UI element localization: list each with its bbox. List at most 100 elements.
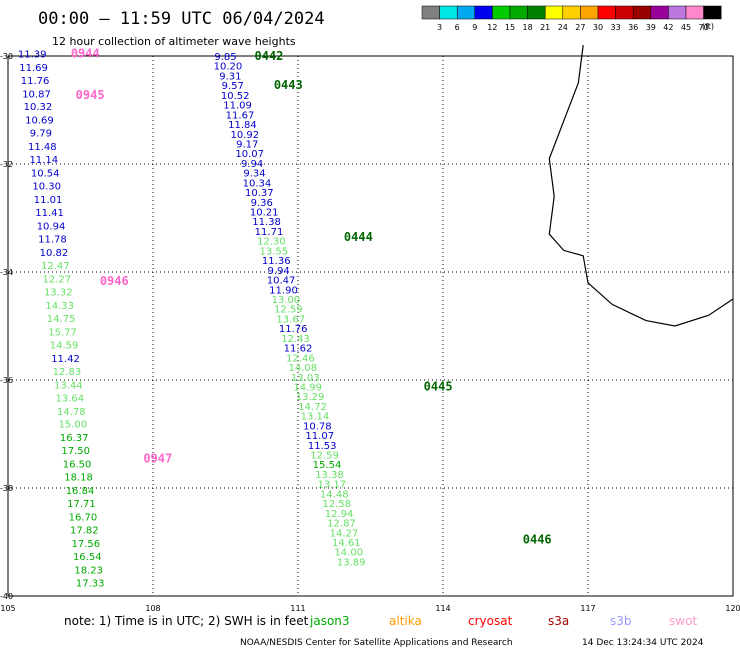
wave-height-value: 12.43 [281,334,310,345]
legend-swatch [580,5,599,20]
lon-tick-label: 120 [725,604,740,613]
wave-height-value: 9.36 [251,198,273,209]
wave-height-value: 11.38 [252,217,281,228]
wave-height-value: 13.32 [44,287,73,298]
legend-swatch [456,5,476,20]
legend-swatch [615,5,634,20]
wave-height-value: 11.78 [38,235,67,246]
legend-label: 9 [472,23,477,32]
wave-height-value: 11.09 [223,101,252,112]
legend-label: 30 [593,23,603,32]
wave-height-value: 11.69 [19,63,48,74]
wave-height-value: 10.94 [37,222,66,233]
wave-height-value: 11.71 [255,227,284,238]
wave-height-value: 13.67 [276,314,305,325]
legend-label: 42 [663,23,673,32]
wave-height-value: 9.17 [236,139,258,150]
wave-height-value: 11.53 [308,441,337,452]
pass-time-label: 0946 [100,274,129,288]
wave-height-value: 11.84 [228,120,257,131]
lon-tick-label: 105 [0,604,15,613]
map-frame [7,55,734,597]
wave-height-value: 11.48 [28,142,57,153]
wave-height-value: 17.71 [67,499,96,510]
legend-swatch [668,5,687,20]
lon-tick-label: 117 [580,604,595,613]
wave-height-value: 16.54 [73,552,102,563]
legend-swatch [650,5,669,20]
legend-label: 27 [575,23,585,32]
wave-height-value: 18.18 [64,473,93,484]
wave-height-value: 10.30 [32,182,61,193]
pass-time-label: 0445 [424,379,453,393]
legend-swatch [562,5,581,20]
wave-height-value: 9.79 [30,129,52,140]
map-grid [8,56,733,596]
wave-height-value: 11.67 [226,110,255,121]
wave-height-value: 11.76 [279,324,308,335]
legend-swatch [439,5,458,20]
wave-height-value: 14.61 [332,538,361,549]
wave-height-value: 14.59 [50,340,79,351]
wave-height-value: 9.94 [268,266,290,277]
wave-height-value: 10.07 [235,149,264,160]
wave-height-value: 10.47 [267,276,296,287]
legend-label: 15 [505,23,515,32]
pass-time-label: 0446 [523,532,552,546]
lat-tick-label: -32 [0,160,13,169]
wave-height-value: 12.59 [310,451,339,462]
wave-height-value: 11.41 [35,208,64,219]
lat-tick-label: -40 [0,592,13,601]
legend-label: 70 [699,23,709,32]
wave-height-value: 12.83 [53,367,82,378]
wave-height-value: 9.85 [214,52,236,63]
lon-tick-label: 111 [290,604,305,613]
satellite-name: s3b [610,614,632,628]
lon-tick-label: 114 [435,604,450,613]
pass-time-label: 0945 [76,88,105,102]
wave-height-value: 17.82 [70,526,99,537]
coastline [548,45,734,327]
wave-height-value: 9.34 [243,169,265,180]
wave-height-value: 14.99 [293,382,322,393]
wave-height-value: 10.92 [231,130,260,141]
wave-height-value: 13.17 [318,480,347,491]
wave-height-value: 13.00 [272,295,301,306]
coastline-path [548,45,734,327]
pass-time-label: 0444 [344,230,373,244]
wave-height-value: 10.52 [221,91,250,102]
wave-height-value: 14.48 [320,489,349,500]
wave-height-value: 16.84 [66,486,95,497]
legend-swatch [597,5,616,20]
legend-swatch [544,5,564,20]
wave-height-value: 15.54 [313,460,342,471]
pass-time-label: 0443 [274,78,303,92]
wave-height-value: 9.94 [241,159,263,170]
lat-tick-label: -38 [0,484,13,493]
wave-height-value: 16.70 [69,513,98,524]
satellite-name: s3a [548,614,569,628]
legend-swatch [703,5,722,20]
legend-label: 24 [558,23,568,32]
wave-height-value: 11.76 [21,76,50,87]
legend-label: 36 [628,23,638,32]
wave-height-value: 14.27 [330,528,359,539]
legend-label: 12 [487,23,497,32]
wave-height-value: 13.44 [54,380,83,391]
footer-generated: 14 Dec 13:24:34 UTC 2024 [582,638,704,648]
wave-height-value: 10.87 [22,89,51,100]
legend-label: 6 [455,23,460,32]
wave-height-value: 13.55 [260,246,289,257]
wave-height-value: 10.37 [245,188,274,199]
wave-height-value: 17.56 [71,539,100,550]
wave-height-value: 17.50 [61,446,90,457]
satellite-name: cryosat [468,614,513,628]
lon-tick-label: 108 [145,604,160,613]
wave-height-value: 12.59 [274,305,303,316]
altimeter-tracks: 11.39 11.69 11.76 10.87 10.32 10.69 9.79 11.48 1… [18,46,552,589]
satellite-legend: jason3 altika cryosat s3a s3b swot [309,614,697,628]
legend-swatch [421,5,440,20]
wave-height-value: 13.14 [301,412,330,423]
satellite-name: swot [669,614,697,628]
wave-height-value: 11.90 [269,285,298,296]
